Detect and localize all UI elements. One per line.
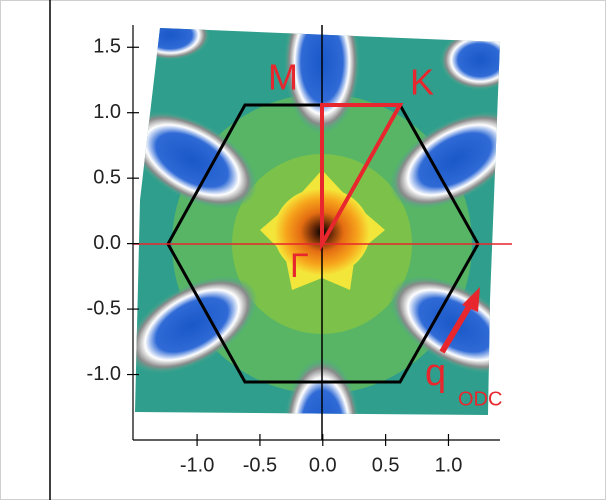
irreducible-wedge xyxy=(320,103,404,252)
q-arrow-head xyxy=(462,287,480,312)
q-label: q xyxy=(425,352,446,394)
x-tick-label: -0.5 xyxy=(243,454,277,476)
k-label: K xyxy=(410,62,434,103)
q-subscript: ODC xyxy=(458,388,502,410)
y-tick-label: 1.0 xyxy=(93,101,121,123)
m-label: M xyxy=(268,57,298,98)
y-tick-label: 1.5 xyxy=(93,36,121,58)
x-tick-label: -1.0 xyxy=(180,454,214,476)
y-tick-label: 0.5 xyxy=(93,166,121,188)
q-arrow-shaft xyxy=(439,303,473,354)
y-tick-label: 0.0 xyxy=(93,232,121,254)
gamma-label: Γ xyxy=(290,247,309,285)
x-tick-label: 1.0 xyxy=(435,454,463,476)
x-tick-label: 0.5 xyxy=(372,454,400,476)
y-tick-label: -0.5 xyxy=(87,297,121,319)
x-tick-label: 0.0 xyxy=(309,454,337,476)
y-tick-label: -1.0 xyxy=(87,363,121,385)
